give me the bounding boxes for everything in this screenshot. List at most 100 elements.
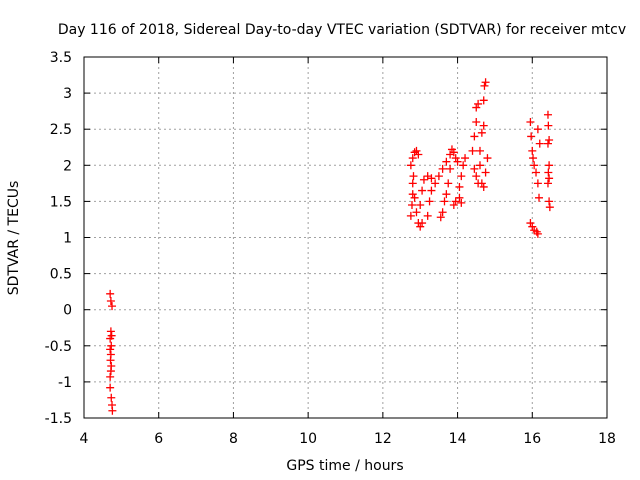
chart-title: Day 116 of 2018, Sidereal Day-to-day VTE…: [58, 22, 626, 38]
data-point: [543, 179, 552, 188]
data-point: [457, 198, 466, 207]
x-tick-label: 4: [80, 431, 89, 447]
y-tick-label: -1: [58, 375, 72, 391]
y-tick-label: 2.5: [50, 122, 72, 138]
data-point: [545, 136, 554, 145]
x-tick-label: 18: [598, 431, 616, 447]
data-point: [545, 174, 554, 183]
data-point: [106, 356, 115, 365]
data-point: [475, 161, 484, 170]
data-point: [526, 219, 535, 228]
data-point: [481, 168, 490, 177]
data-point: [472, 172, 481, 181]
data-point: [107, 331, 116, 340]
data-point: [446, 164, 455, 173]
data-point: [406, 161, 415, 170]
data-point: [545, 197, 554, 206]
data-point: [416, 222, 425, 231]
data-point: [479, 182, 488, 191]
data-point: [106, 297, 115, 306]
x-tick-label: 16: [523, 431, 541, 447]
y-tick-label: 1: [63, 231, 72, 247]
data-point: [455, 193, 464, 202]
data-point: [442, 157, 451, 166]
data-point: [423, 211, 432, 220]
data-point: [108, 302, 117, 311]
data-point: [408, 190, 417, 199]
data-point: [461, 154, 470, 163]
data-point: [408, 154, 417, 163]
data-point: [545, 203, 554, 212]
data-point: [449, 201, 458, 210]
data-point: [453, 157, 462, 166]
x-tick-label: 8: [229, 431, 238, 447]
data-point: [106, 327, 115, 336]
x-tick-label: 14: [449, 431, 467, 447]
data-point: [543, 110, 552, 119]
data-point: [475, 146, 484, 155]
data-point: [409, 172, 418, 181]
data-point: [483, 154, 492, 163]
data-point: [479, 96, 488, 105]
data-point: [106, 367, 115, 376]
data-point: [416, 201, 425, 210]
data-point: [474, 99, 483, 108]
x-tick-label: 6: [154, 431, 163, 447]
data-point: [419, 175, 428, 184]
data-point: [526, 117, 535, 126]
data-point: [414, 150, 423, 159]
y-tick-label: 3.5: [50, 50, 72, 66]
data-point: [451, 154, 460, 163]
x-axis-label: GPS time / hours: [286, 458, 403, 474]
data-point: [527, 132, 536, 141]
y-tick-label: -1.5: [45, 411, 72, 427]
data-point: [407, 201, 416, 210]
data-point: [410, 193, 419, 202]
data-point: [406, 211, 415, 220]
data-markers: [106, 78, 554, 415]
data-point: [438, 164, 447, 173]
data-point: [106, 289, 115, 298]
data-point: [427, 186, 436, 195]
data-point: [470, 164, 479, 173]
data-point: [529, 154, 538, 163]
data-point: [431, 179, 440, 188]
data-point: [477, 128, 486, 137]
data-point: [533, 179, 542, 188]
data-point: [544, 121, 553, 130]
data-point: [533, 125, 542, 134]
data-point: [472, 117, 481, 126]
data-point: [434, 172, 443, 181]
data-point: [418, 219, 427, 228]
data-point: [468, 146, 477, 155]
data-point: [451, 197, 460, 206]
data-point: [457, 172, 466, 181]
data-point: [470, 132, 479, 141]
data-point: [440, 197, 449, 206]
data-point: [479, 121, 488, 130]
data-point: [472, 103, 481, 112]
data-point: [455, 182, 464, 191]
data-point: [459, 161, 468, 170]
data-point: [535, 139, 544, 148]
data-point: [530, 161, 539, 170]
y-tick-label: -0.5: [45, 339, 72, 355]
data-point: [438, 208, 447, 217]
data-point: [107, 393, 116, 402]
data-point: [107, 341, 116, 350]
data-point: [412, 146, 421, 155]
data-point: [480, 81, 489, 90]
data-point: [528, 146, 537, 155]
data-point: [442, 190, 451, 199]
x-tick-label: 12: [374, 431, 392, 447]
data-point: [528, 222, 537, 231]
data-point: [533, 229, 542, 238]
data-point: [408, 179, 417, 188]
data-point: [425, 197, 434, 206]
y-tick-label: 0.5: [50, 267, 72, 283]
y-tick-label: 0: [63, 303, 72, 319]
y-axis-label: SDTVAR / TECUs: [6, 181, 22, 296]
data-point: [545, 161, 554, 170]
data-point: [436, 213, 445, 222]
